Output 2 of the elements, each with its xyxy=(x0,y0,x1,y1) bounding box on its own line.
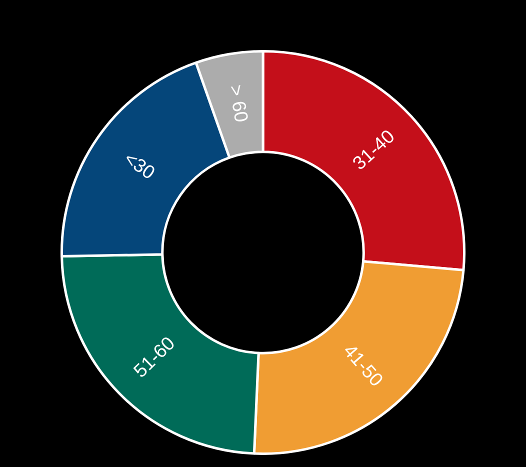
slice-label: > 60 xyxy=(224,83,252,124)
slice-label: <30 xyxy=(120,148,158,184)
